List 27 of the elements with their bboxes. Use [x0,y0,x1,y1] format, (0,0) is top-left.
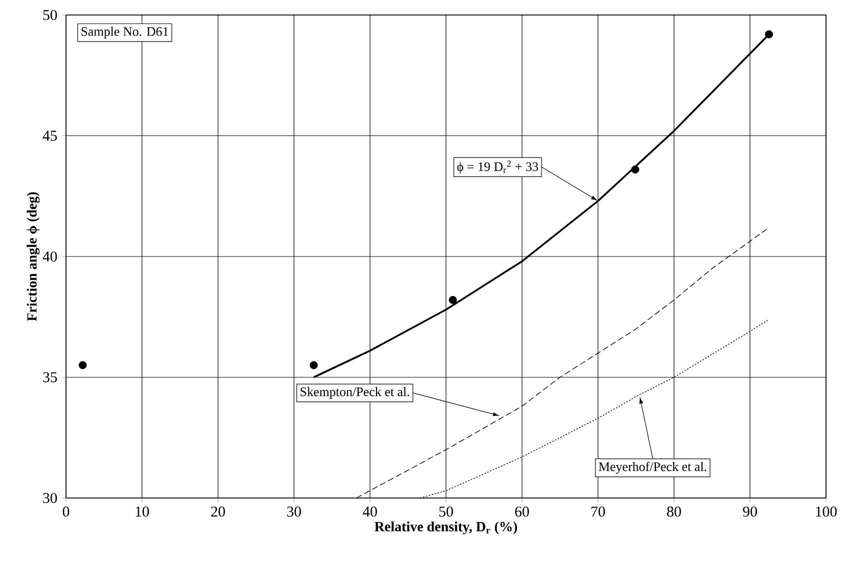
y-tick-label: 50 [43,10,57,20]
x-tick-label: 30 [287,506,301,517]
annotation: ϕ = 19 D$_{r}$$^{2}$ + 33 [457,160,538,174]
annotation: Meyerhof/Peck et al. [598,462,706,474]
x-tick-label: 50 [439,506,453,517]
point [765,30,774,38]
x-tick-label: 70 [591,506,605,517]
annotation: Skempton/Peck et al. [300,387,410,399]
point [78,361,87,370]
annotation: Sample No. D61 [82,26,168,39]
x-tick-label: 60 [515,506,529,517]
x-tick-label: 20 [211,506,225,517]
point [448,296,457,304]
y-axis-title: Friction angle ϕ (deg) [26,192,40,322]
x-tick-label: 0 [62,506,70,517]
x-tick-label: 100 [816,506,837,517]
x-tick-label: 80 [667,506,681,517]
y-tick-label: 45 [42,130,57,141]
y-tick-label: 30 [43,492,57,504]
y-tick-label: 35 [43,372,57,382]
y-tick-label: 40 [42,251,57,262]
point [310,361,318,370]
x-tick-label: 90 [742,506,757,517]
x-tick-label: 40 [362,506,377,517]
x-tick-label: 10 [136,506,149,517]
x-axis-title: Relative density, D$_{r}$ (%) [374,522,518,534]
point [631,166,640,174]
